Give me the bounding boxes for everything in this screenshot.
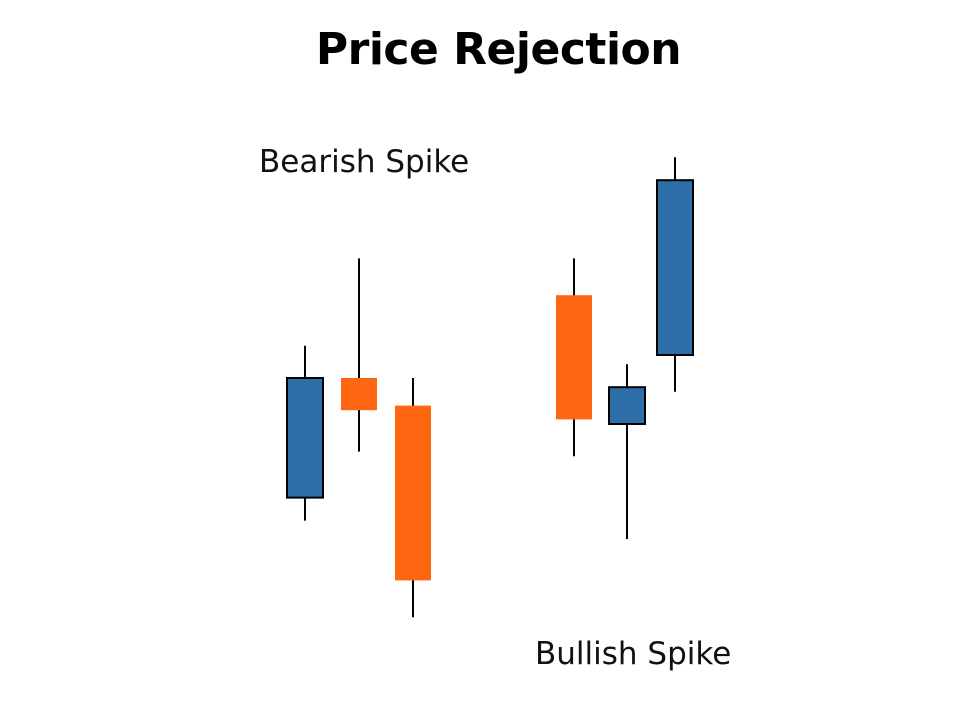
page-title: Price Rejection (315, 24, 682, 75)
bearish-candle-body (341, 378, 377, 411)
bullish-spike-caption: Bullish Spike (535, 636, 732, 672)
bearish-candle-body (395, 405, 431, 581)
candle-group-bullish-spike (556, 157, 694, 539)
bullish-candle-body (608, 386, 646, 426)
bullish-candle-body (656, 179, 694, 356)
bullish-candle-body (286, 377, 324, 499)
bearish-candle-body (556, 295, 592, 420)
bearish-spike-caption: Bearish Spike (259, 144, 470, 180)
candle-group-bearish-spike (286, 258, 431, 618)
